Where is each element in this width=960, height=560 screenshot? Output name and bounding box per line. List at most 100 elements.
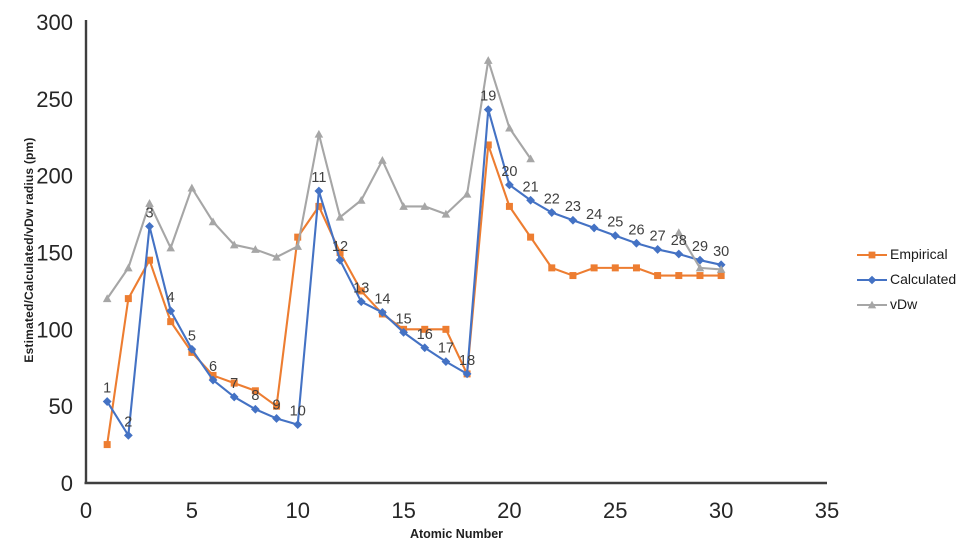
marker-calculated xyxy=(378,308,387,317)
marker-empirical xyxy=(315,202,323,210)
legend-marker-shape xyxy=(867,300,877,308)
marker-empirical xyxy=(167,318,175,326)
marker-empirical xyxy=(357,287,365,295)
series-line-calculated xyxy=(106,108,722,437)
marker-vdw xyxy=(187,183,197,192)
marker-vdw xyxy=(420,202,430,210)
x-tick-label: 25 xyxy=(603,498,627,523)
marker-calculated xyxy=(335,255,345,265)
marker-empirical xyxy=(484,141,492,149)
marker-empirical xyxy=(273,402,281,410)
y-tick-label: 200 xyxy=(36,164,73,189)
marker-vdw xyxy=(526,154,535,163)
x-tick-label: 0 xyxy=(80,498,92,523)
x-tick-label: 10 xyxy=(285,498,309,523)
marker-calculated xyxy=(674,249,684,259)
marker-empirical xyxy=(675,272,683,280)
series-calculated xyxy=(102,105,726,440)
marker-calculated xyxy=(462,369,472,379)
point-label: 22 xyxy=(544,192,560,208)
marker-calculated xyxy=(610,231,620,240)
x-axis-title: Atomic Number xyxy=(409,527,504,541)
x-tick-label: 5 xyxy=(186,498,198,523)
point-label: 4 xyxy=(167,290,175,306)
point-label: 3 xyxy=(145,205,153,221)
marker-empirical xyxy=(696,272,704,280)
marker-empirical xyxy=(103,441,111,449)
x-tick-label: 15 xyxy=(391,498,415,523)
point-label: 16 xyxy=(417,327,433,343)
y-tick-label: 150 xyxy=(36,241,73,266)
marker-vdw xyxy=(272,252,281,261)
marker-calculated xyxy=(632,238,641,248)
marker-vdw xyxy=(441,209,451,218)
marker-vdw xyxy=(716,265,726,273)
marker-empirical xyxy=(294,233,302,241)
legend-label-vdw: vDw xyxy=(890,295,918,312)
marker-empirical xyxy=(230,379,238,387)
point-label: 15 xyxy=(396,311,412,327)
marker-calculated xyxy=(547,208,557,217)
marker-vdw xyxy=(378,156,387,164)
point-label: 30 xyxy=(713,244,729,260)
marker-calculated xyxy=(483,105,493,114)
legend-marker-vdw-icon xyxy=(856,298,888,310)
legend-item-empirical: Empirical xyxy=(856,241,956,266)
legend-marker-calculated-icon xyxy=(856,273,888,285)
point-label: 9 xyxy=(273,397,281,413)
marker-empirical xyxy=(209,371,217,379)
marker-calculated xyxy=(229,392,239,402)
point-label: 28 xyxy=(671,233,687,249)
marker-empirical xyxy=(632,264,640,272)
marker-vdw xyxy=(399,202,408,210)
point-label: 12 xyxy=(332,239,348,255)
y-tick-label: 100 xyxy=(36,317,73,342)
legend-marker-empirical-icon xyxy=(856,248,888,260)
legend: Empirical Calculated vDw xyxy=(856,241,956,316)
point-label: 21 xyxy=(523,179,539,195)
marker-calculated xyxy=(250,404,260,414)
marker-vdw xyxy=(229,240,239,249)
marker-vdw xyxy=(674,228,684,237)
marker-calculated xyxy=(505,180,514,190)
marker-empirical xyxy=(146,256,154,264)
marker-vdw xyxy=(505,123,514,132)
point-label: 29 xyxy=(692,239,708,255)
marker-empirical xyxy=(336,249,344,256)
marker-calculated xyxy=(653,245,663,254)
marker-empirical xyxy=(251,387,259,395)
legend-swatch-svg xyxy=(857,300,887,308)
marker-calculated xyxy=(526,195,535,205)
marker-calculated xyxy=(589,223,599,233)
y-axis-title: Estimated/Calculated/vDw radius (pm) xyxy=(22,137,36,363)
marker-calculated xyxy=(145,221,154,231)
y-tick-label: 50 xyxy=(49,394,73,419)
marker-empirical xyxy=(442,325,450,333)
point-label: 19 xyxy=(480,89,496,105)
point-label: 27 xyxy=(650,228,666,244)
marker-calculated xyxy=(356,297,366,307)
y-tick-label: 300 xyxy=(36,10,73,35)
y-tick-label: 0 xyxy=(61,471,73,496)
marker-calculated xyxy=(272,414,281,423)
legend-swatch-svg xyxy=(857,251,887,258)
marker-vdw xyxy=(483,56,493,64)
marker-vdw xyxy=(102,294,112,303)
marker-vdw xyxy=(335,212,345,221)
legend-marker-shape xyxy=(868,251,876,258)
marker-calculated xyxy=(293,420,303,430)
marker-vdw xyxy=(124,263,133,272)
marker-vdw xyxy=(356,195,366,204)
marker-calculated xyxy=(314,186,324,196)
x-tick-label: 30 xyxy=(709,498,733,523)
y-tick-label: 250 xyxy=(36,87,73,112)
point-label: 17 xyxy=(438,341,454,357)
marker-empirical xyxy=(124,295,132,303)
point-label: 13 xyxy=(353,281,369,297)
point-label: 24 xyxy=(586,207,602,223)
point-label: 18 xyxy=(459,353,475,369)
legend-item-vdw: vDw xyxy=(856,291,956,316)
